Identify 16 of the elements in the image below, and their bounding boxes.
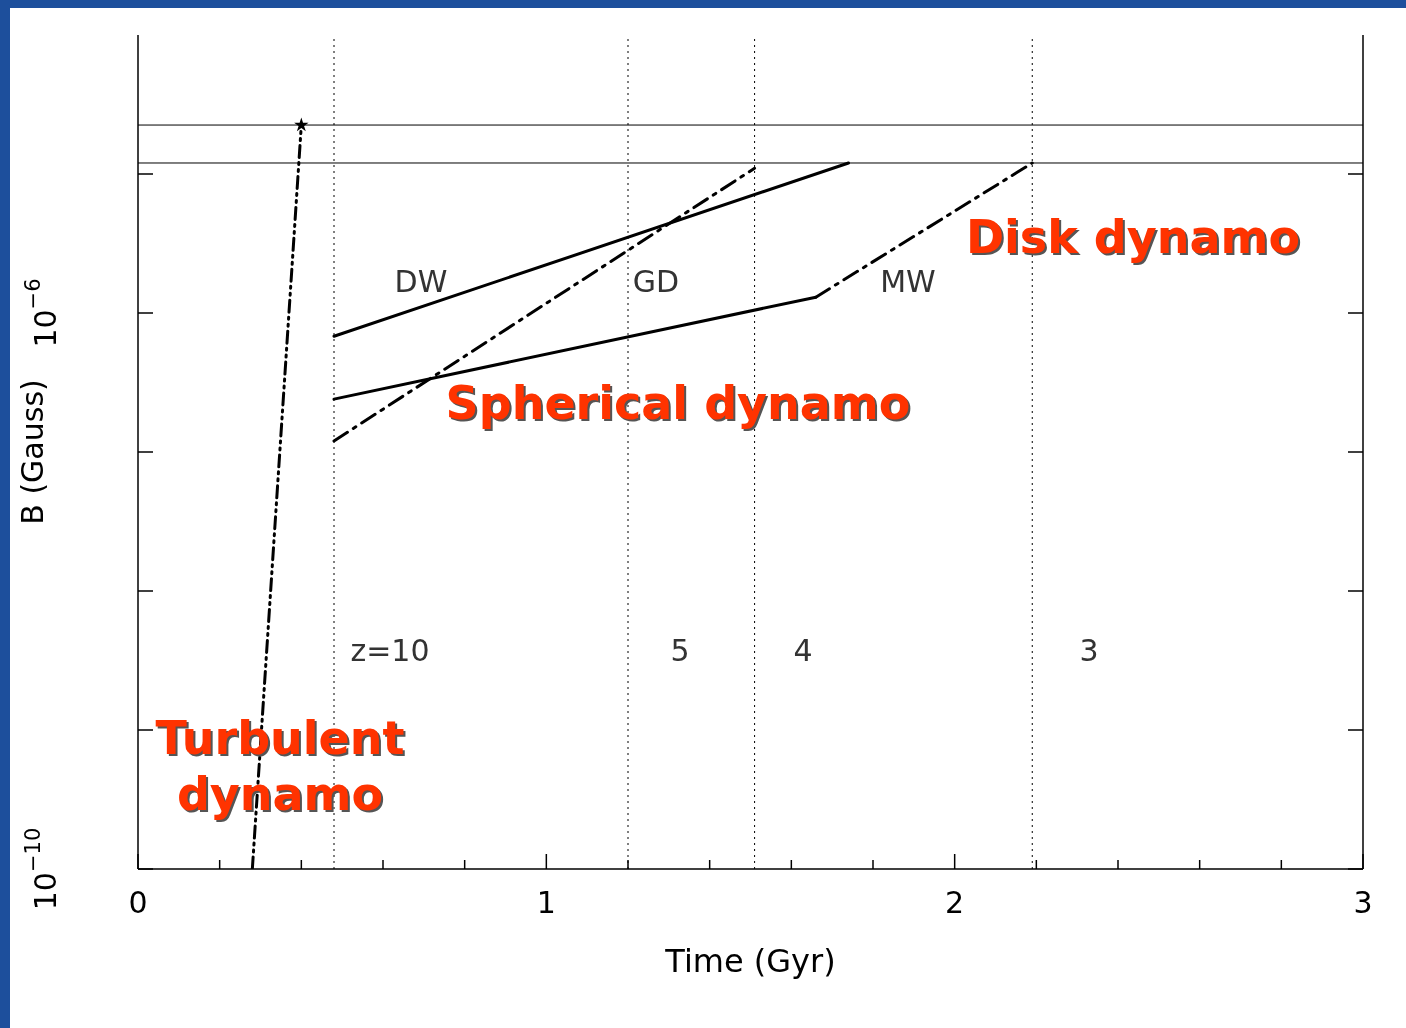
annotation: MW bbox=[880, 263, 936, 299]
annotation: 5 bbox=[670, 632, 690, 668]
x-tick-label: 2 bbox=[945, 885, 965, 920]
annotation: 3 bbox=[1079, 632, 1099, 668]
annotation: GD bbox=[632, 263, 680, 299]
annotation: Spherical dynamo bbox=[445, 376, 911, 430]
y-axis-title: B (Gauss) bbox=[14, 379, 50, 525]
x-tick-label: 0 bbox=[128, 885, 148, 920]
x-tick-label: 3 bbox=[1353, 885, 1373, 920]
x-axis-title: Time (Gyr) bbox=[664, 941, 836, 980]
x-tick-label: 1 bbox=[536, 885, 556, 920]
annotation: z=10 bbox=[350, 632, 430, 668]
annotation: 4 bbox=[793, 632, 813, 668]
annotation: DW bbox=[394, 263, 448, 299]
annotation: Turbulent dynamo bbox=[155, 710, 405, 822]
annotation: Disk dynamo bbox=[965, 210, 1301, 264]
